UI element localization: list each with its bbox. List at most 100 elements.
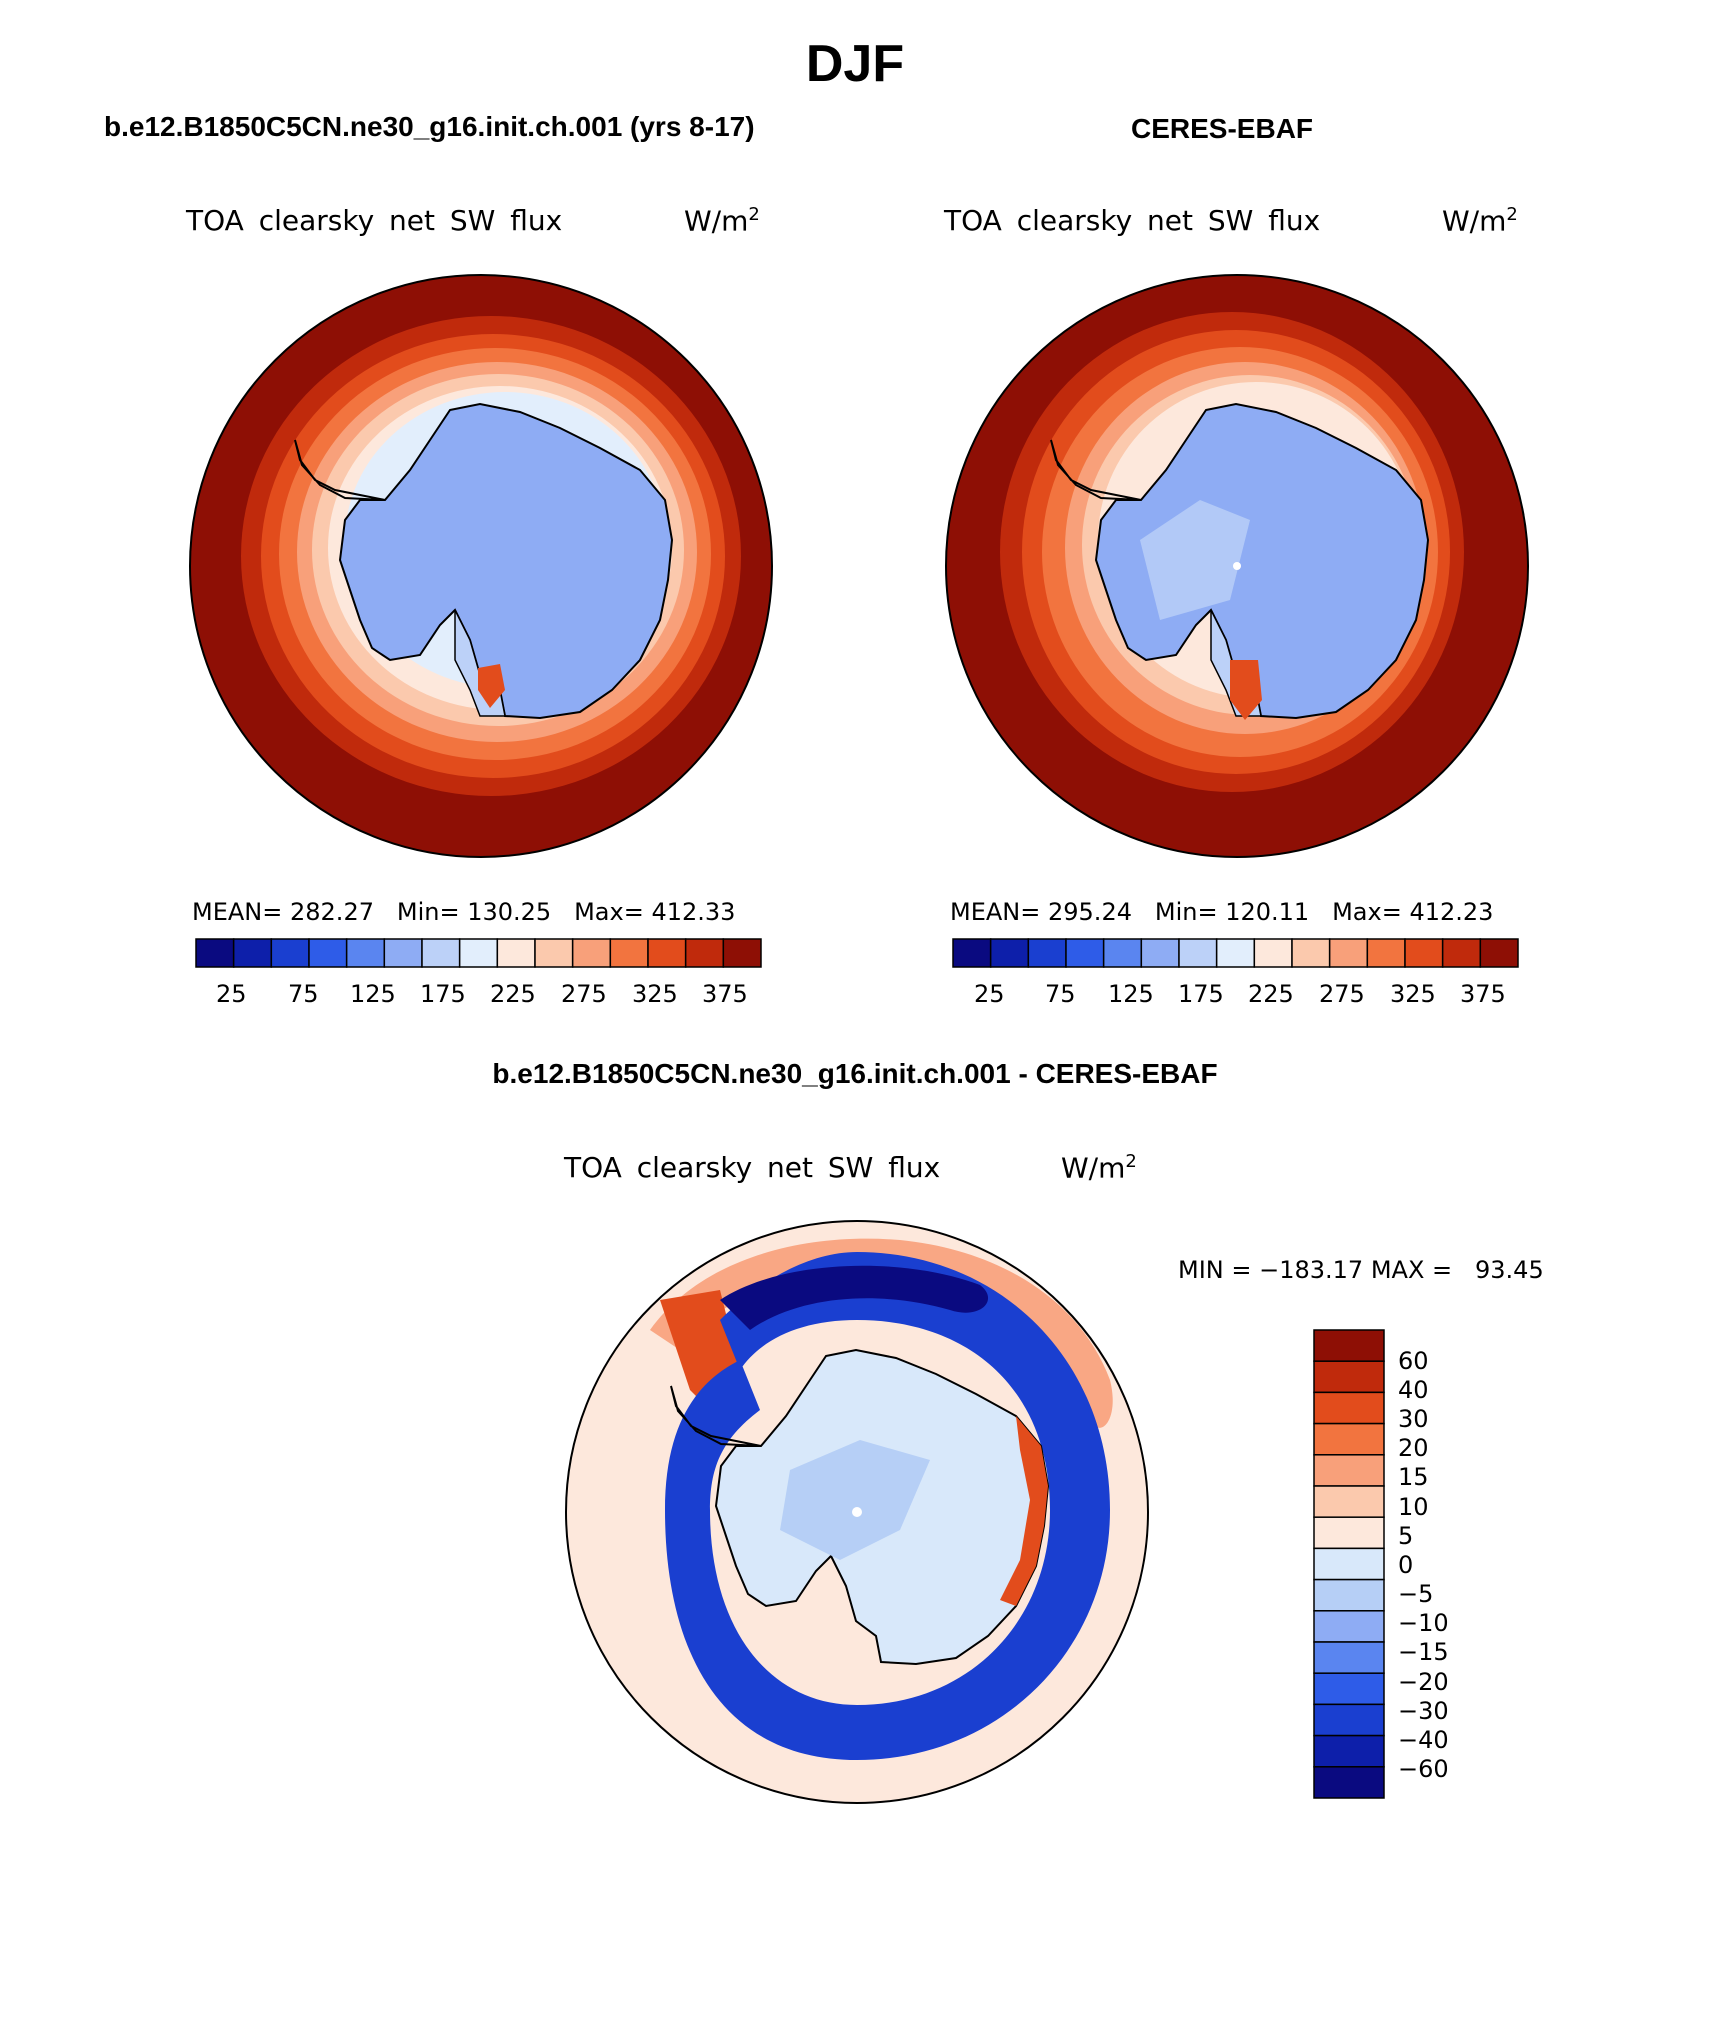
diff-colorbar-swatch-14 bbox=[1313, 1766, 1385, 1799]
obs-tick-4: 225 bbox=[1248, 980, 1294, 1008]
diff-label-8: −5 bbox=[1398, 1580, 1434, 1608]
obs-units-sup: 2 bbox=[1506, 204, 1518, 225]
diff-colorbar-swatch-7 bbox=[1313, 1547, 1385, 1581]
diff-case-title: b.e12.B1850C5CN.ne30_g16.init.ch.001 - C… bbox=[492, 1058, 1218, 1089]
obs-colorbar-swatch-12 bbox=[1404, 938, 1444, 968]
diff-label-10: −15 bbox=[1398, 1638, 1449, 1666]
diff-interior-blue bbox=[780, 1440, 930, 1560]
model-colorbar-swatch-4 bbox=[345, 938, 386, 968]
obs-peninsula bbox=[1050, 439, 1142, 501]
model-map-border bbox=[189, 274, 773, 858]
model-colorbar-swatch-6 bbox=[421, 938, 461, 968]
model-mean-label: MEAN= bbox=[192, 898, 283, 926]
obs-max-label: Max= bbox=[1332, 898, 1402, 926]
model-min-label: Min= bbox=[396, 898, 460, 926]
obs-min-label: Min= bbox=[1154, 898, 1218, 926]
model-case-title: b.e12.B1850C5CN.ne30_g16.init.ch.001 (yr… bbox=[104, 111, 755, 142]
diff-label-14: −60 bbox=[1398, 1755, 1449, 1783]
diff-label-0: 60 bbox=[1398, 1347, 1429, 1375]
diff-colorbar-swatch-5 bbox=[1313, 1485, 1385, 1518]
obs-min-value: 120.11 bbox=[1225, 898, 1310, 926]
diff-label-6: 5 bbox=[1398, 1522, 1414, 1550]
obs-colorbar-swatch-11 bbox=[1366, 938, 1406, 968]
model-tick-6: 325 bbox=[632, 980, 678, 1008]
model-tick-3: 175 bbox=[420, 980, 466, 1008]
page-title: DJF bbox=[805, 35, 905, 93]
diff-peninsula bbox=[670, 1385, 762, 1447]
diff-pole-dot bbox=[852, 1507, 862, 1517]
obs-colorbar-swatch-6 bbox=[1178, 938, 1218, 968]
model-colorbar-swatch-10 bbox=[571, 938, 612, 968]
obs-colorbar-swatch-7 bbox=[1215, 938, 1256, 968]
obs-colorbar-swatch-13 bbox=[1441, 938, 1482, 968]
diff-colorbar-swatch-3 bbox=[1313, 1422, 1385, 1456]
obs-colorbar-swatch-14 bbox=[1479, 938, 1519, 968]
diff-colorbar-swatch-10 bbox=[1313, 1641, 1385, 1674]
model-tick-0: 25 bbox=[216, 980, 247, 1008]
diff-label-1: 40 bbox=[1398, 1376, 1429, 1404]
model-max-value: 412.33 bbox=[651, 898, 736, 926]
model-mean-value: 282.27 bbox=[290, 898, 374, 926]
diff-units-sup: 2 bbox=[1125, 1151, 1137, 1172]
diff-colorbar-swatch-0 bbox=[1313, 1329, 1385, 1362]
obs-pole-dot bbox=[1233, 562, 1241, 570]
obs-colorbar-swatch-10 bbox=[1328, 938, 1369, 968]
diff-label-12: −30 bbox=[1398, 1697, 1449, 1725]
obs-units-label: W/m2 bbox=[1442, 204, 1518, 237]
model-colorbar-swatch-8 bbox=[496, 938, 536, 968]
obs-orange-patch bbox=[1230, 660, 1262, 720]
obs-tick-2: 125 bbox=[1108, 980, 1154, 1008]
obs-stats: MEAN= 295.24 Min= 120.11 Max= 412.23 bbox=[950, 898, 1493, 926]
obs-colorbar-swatch-8 bbox=[1253, 938, 1293, 968]
model-units-sup: 2 bbox=[748, 204, 760, 225]
model-min-value: 130.25 bbox=[467, 898, 552, 926]
diff-units-base: W/m bbox=[1061, 1151, 1126, 1185]
model-max-label: Max= bbox=[574, 898, 644, 926]
diff-colorbar-swatch-8 bbox=[1313, 1578, 1385, 1612]
obs-tick-6: 325 bbox=[1390, 980, 1436, 1008]
diff-label-2: 30 bbox=[1398, 1405, 1429, 1433]
obs-map-border bbox=[945, 274, 1529, 858]
diff-units-label: W/m2 bbox=[1061, 1151, 1137, 1184]
diff-blue-deep bbox=[720, 1265, 989, 1330]
diff-label-3: 20 bbox=[1398, 1434, 1429, 1462]
model-colorbar-swatch-12 bbox=[647, 938, 687, 968]
model-orange-patch bbox=[478, 664, 505, 708]
obs-max-value: 412.23 bbox=[1409, 898, 1494, 926]
diff-colorbar-swatch-4 bbox=[1313, 1454, 1385, 1487]
model-colorbar-swatch-3 bbox=[308, 938, 348, 968]
diff-label-13: −40 bbox=[1398, 1726, 1449, 1754]
model-units-label: W/m2 bbox=[684, 204, 760, 237]
model-tick-5: 275 bbox=[561, 980, 607, 1008]
model-colorbar-swatch-0 bbox=[195, 938, 235, 968]
model-tick-2: 125 bbox=[350, 980, 396, 1008]
model-colorbar-swatch-14 bbox=[722, 938, 762, 968]
diff-colorbar-swatch-1 bbox=[1313, 1360, 1385, 1394]
diff-label-9: −10 bbox=[1398, 1609, 1449, 1637]
obs-tick-5: 275 bbox=[1319, 980, 1365, 1008]
model-tick-7: 375 bbox=[702, 980, 748, 1008]
model-variable-label: TOA clearsky net SW flux bbox=[186, 204, 563, 237]
diff-colorbar-swatch-12 bbox=[1313, 1703, 1385, 1737]
model-units-base: W/m bbox=[684, 204, 749, 238]
diff-label-4: 15 bbox=[1398, 1463, 1429, 1491]
obs-interior-lighter bbox=[1140, 500, 1250, 620]
obs-mean-value: 295.24 bbox=[1048, 898, 1132, 926]
obs-case-title: CERES-EBAF bbox=[1131, 113, 1314, 144]
diff-colorbar-swatch-11 bbox=[1313, 1672, 1385, 1706]
model-tick-1: 75 bbox=[288, 980, 319, 1008]
obs-colorbar-swatch-3 bbox=[1065, 938, 1105, 968]
model-colorbar-swatch-7 bbox=[458, 938, 499, 968]
obs-mean-label: MEAN= bbox=[950, 898, 1041, 926]
diff-label-7: 0 bbox=[1398, 1551, 1414, 1579]
obs-units-base: W/m bbox=[1442, 204, 1507, 238]
model-tick-4: 225 bbox=[490, 980, 536, 1008]
diff-colorbar-swatch-6 bbox=[1313, 1516, 1385, 1550]
obs-variable-label: TOA clearsky net SW flux bbox=[944, 204, 1321, 237]
obs-tick-7: 375 bbox=[1460, 980, 1506, 1008]
